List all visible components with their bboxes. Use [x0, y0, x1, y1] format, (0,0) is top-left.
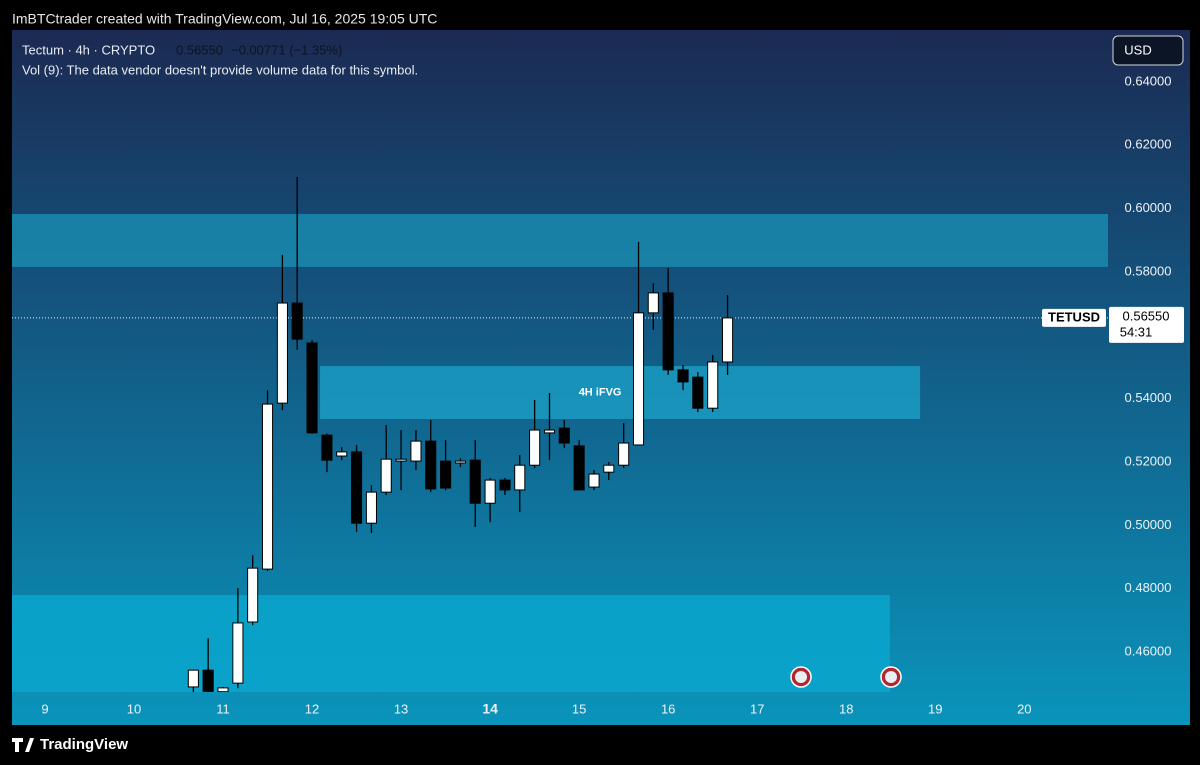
candle-body [410, 440, 422, 462]
credit: ImBTCtrader created with TradingView.com… [12, 11, 437, 27]
x-tick-label: 19 [928, 701, 942, 716]
candle-body [514, 464, 526, 491]
candle-body [558, 427, 570, 444]
x-tick-label: 12 [305, 701, 319, 716]
candle-body [395, 458, 407, 462]
x-tick-label: 14 [482, 701, 498, 717]
logo-mark [12, 738, 34, 752]
candle-body [484, 479, 496, 504]
candle-body [187, 669, 199, 688]
symbol-info: Tectum · 4h · CRYPTO [22, 42, 155, 57]
candle-body [261, 403, 274, 570]
candle-body [677, 369, 689, 383]
candle-body [276, 302, 288, 404]
legend-change: −0.00771 (−1.35%) [231, 42, 342, 57]
candle-body [217, 687, 229, 692]
legend-price: 0.56550 [176, 42, 223, 57]
event-flags [790, 666, 902, 688]
candle-body [707, 361, 719, 409]
y-tick-label: 0.52000 [1125, 453, 1172, 468]
y-tick-label: 0.62000 [1125, 137, 1172, 152]
x-tick-label: 9 [41, 701, 48, 716]
candle-body [499, 479, 511, 491]
volume-note: Vol (9): The data vendor doesn't provide… [22, 62, 418, 77]
price-zone [320, 366, 921, 419]
candle-body [321, 434, 333, 461]
candle-body [692, 376, 704, 409]
currency-label[interactable]: USD [1124, 42, 1151, 57]
y-tick-label: 0.58000 [1125, 263, 1172, 278]
candle-body [588, 473, 600, 488]
zone-label: 4H iFVG [579, 386, 622, 398]
y-tick-label: 0.64000 [1125, 73, 1172, 88]
candle-body [469, 459, 481, 504]
y-tick-label: 0.60000 [1125, 200, 1172, 215]
candle-body [647, 292, 659, 314]
candle-body [454, 460, 467, 464]
price-tag [1109, 306, 1184, 343]
price-countdown: 54:31 [1120, 324, 1153, 339]
price-zone [12, 214, 1108, 267]
x-tick-label: 20 [1017, 701, 1031, 716]
symbol-tag-label: TETUSD [1048, 309, 1100, 324]
candle-body [351, 451, 363, 524]
candle-body [573, 445, 585, 491]
candle-body [603, 464, 615, 473]
candle-body [632, 312, 645, 446]
x-tick-label: 13 [394, 701, 408, 716]
x-tick-label: 10 [127, 701, 141, 716]
price-tag-value: 0.56550 [1123, 308, 1170, 323]
y-tick-label: 0.46000 [1125, 644, 1172, 659]
candle-body [336, 451, 348, 457]
candle-body [232, 622, 244, 684]
candle-body [306, 342, 318, 434]
brand-name: TradingView [40, 736, 128, 753]
x-tick-label: 17 [750, 701, 764, 716]
candle-body [543, 429, 556, 434]
y-tick-label: 0.50000 [1125, 517, 1172, 532]
y-tick-label: 0.48000 [1125, 580, 1172, 595]
candle-body [529, 429, 541, 466]
candle-body [365, 491, 377, 524]
candle-body [425, 440, 437, 490]
currency-button[interactable] [1112, 35, 1184, 66]
x-tick-label: 15 [572, 701, 586, 716]
flag-icon [795, 671, 807, 683]
brand-logo: TradingView [12, 736, 128, 753]
price-zone [12, 595, 890, 692]
x-tick-label: 18 [839, 701, 853, 716]
candle-body [291, 302, 303, 340]
flag-icon [885, 671, 897, 683]
candle-body [722, 317, 734, 363]
x-tick-label: 11 [216, 701, 230, 716]
candle-body [380, 458, 392, 493]
x-tick-label: 16 [661, 701, 675, 716]
candle-body [618, 442, 630, 466]
y-tick-label: 0.54000 [1125, 390, 1172, 405]
symbol-tag [1042, 308, 1106, 327]
candle-body [247, 567, 259, 623]
candle-body [440, 460, 452, 489]
candle-body [202, 669, 214, 692]
candle-body [662, 292, 674, 371]
